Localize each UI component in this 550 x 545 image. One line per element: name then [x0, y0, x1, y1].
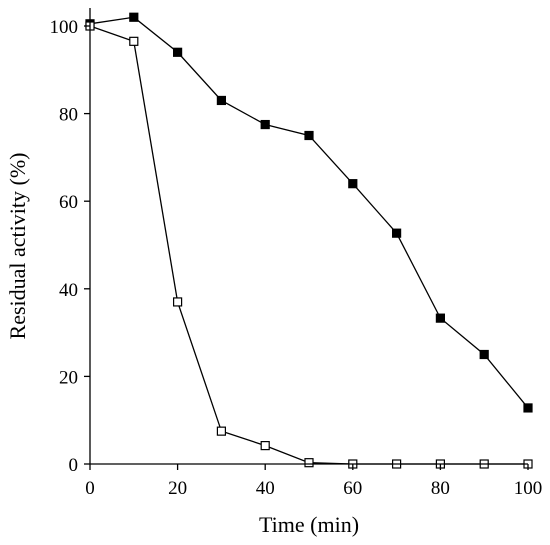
y-tick-label: 0 [69, 455, 79, 476]
data-point [129, 36, 139, 46]
data-point [304, 130, 314, 141]
data-point [348, 179, 358, 189]
data-point [216, 426, 226, 436]
plot-area [85, 12, 533, 469]
x-tick-label: 40 [256, 478, 275, 499]
x-axis-ticks: 0 20 40 60 80 100 [85, 464, 542, 499]
series-line [89, 16, 529, 409]
data-point [260, 441, 270, 451]
x-tick-label: 60 [343, 478, 362, 499]
data-point [479, 349, 489, 360]
y-tick-label: 60 [59, 192, 78, 213]
y-axis-label: Residual activity (%) [5, 153, 30, 340]
x-tick-label: 0 [85, 478, 95, 499]
data-point [435, 313, 445, 323]
x-tick-label: 100 [514, 478, 543, 499]
data-point [173, 47, 183, 57]
data-point [304, 458, 314, 468]
series-1 [85, 12, 533, 413]
data-point [392, 228, 402, 238]
data-point [129, 12, 139, 22]
x-axis-label: Time (min) [259, 512, 359, 537]
data-point [260, 119, 270, 130]
series-line [89, 25, 528, 465]
y-tick-label: 80 [59, 105, 78, 126]
y-tick-label: 100 [50, 17, 79, 38]
y-axis-ticks: 0 20 40 60 80 100 [50, 17, 90, 476]
y-tick-label: 20 [59, 367, 78, 388]
series-2 [85, 21, 533, 469]
x-tick-label: 20 [168, 478, 187, 499]
x-tick-label: 80 [431, 478, 450, 499]
data-point [216, 95, 226, 106]
data-point [173, 297, 183, 307]
data-point [523, 403, 533, 413]
y-tick-label: 40 [59, 280, 78, 301]
